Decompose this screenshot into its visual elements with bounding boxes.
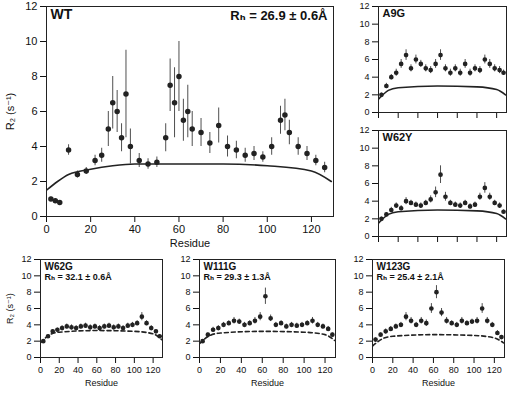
svg-text:Rₕ = 32.1 ± 0.6Å: Rₕ = 32.1 ± 0.6Å xyxy=(45,272,113,282)
svg-text:100: 100 xyxy=(297,365,312,375)
svg-text:20: 20 xyxy=(388,365,398,375)
svg-text:40: 40 xyxy=(408,365,418,375)
svg-text:40: 40 xyxy=(73,365,83,375)
svg-text:120: 120 xyxy=(318,365,333,375)
svg-text:Residue: Residue xyxy=(170,237,210,249)
svg-text:A9G: A9G xyxy=(383,7,406,19)
svg-text:80: 80 xyxy=(278,365,288,375)
svg-text:12: 12 xyxy=(359,1,369,11)
svg-text:4: 4 xyxy=(364,72,369,82)
svg-text:8: 8 xyxy=(364,37,369,47)
svg-text:6: 6 xyxy=(185,303,190,313)
svg-text:120: 120 xyxy=(487,365,502,375)
svg-text:0: 0 xyxy=(43,223,49,235)
svg-text:100: 100 xyxy=(467,365,482,375)
svg-text:4: 4 xyxy=(31,140,37,152)
svg-text:8: 8 xyxy=(26,287,31,297)
svg-text:12: 12 xyxy=(353,255,363,264)
svg-text:0: 0 xyxy=(358,352,363,362)
svg-text:12: 12 xyxy=(359,125,369,135)
svg-text:10: 10 xyxy=(25,35,37,47)
svg-text:0: 0 xyxy=(26,352,31,362)
svg-text:12: 12 xyxy=(180,255,190,264)
svg-text:W62Y: W62Y xyxy=(383,131,414,143)
svg-text:6: 6 xyxy=(364,54,369,64)
svg-text:60: 60 xyxy=(257,365,267,375)
svg-text:40: 40 xyxy=(236,365,246,375)
svg-text:4: 4 xyxy=(364,196,369,206)
svg-text:100: 100 xyxy=(127,365,142,375)
svg-text:10: 10 xyxy=(359,143,369,153)
svg-text:60: 60 xyxy=(173,223,185,235)
svg-text:2: 2 xyxy=(26,336,31,346)
svg-text:10: 10 xyxy=(353,271,363,281)
svg-text:Residue: Residue xyxy=(85,378,118,388)
svg-text:100: 100 xyxy=(258,223,276,235)
svg-text:R₂ (s⁻¹): R₂ (s⁻¹) xyxy=(4,93,16,131)
svg-text:2: 2 xyxy=(185,336,190,346)
svg-text:12: 12 xyxy=(21,255,31,264)
svg-text:8: 8 xyxy=(185,287,190,297)
svg-text:10: 10 xyxy=(180,271,190,281)
svg-text:Residue: Residue xyxy=(251,378,284,388)
svg-text:2: 2 xyxy=(358,336,363,346)
svg-text:80: 80 xyxy=(217,223,229,235)
svg-text:60: 60 xyxy=(428,365,438,375)
svg-text:4: 4 xyxy=(26,320,31,330)
svg-text:10: 10 xyxy=(359,19,369,29)
svg-text:6: 6 xyxy=(358,303,363,313)
svg-text:8: 8 xyxy=(358,287,363,297)
svg-text:20: 20 xyxy=(215,365,225,375)
svg-text:6: 6 xyxy=(31,105,37,117)
svg-text:6: 6 xyxy=(364,178,369,188)
svg-text:0: 0 xyxy=(38,365,43,375)
svg-text:2: 2 xyxy=(31,175,37,187)
svg-text:Rₕ = 25.4 ± 2.1Å: Rₕ = 25.4 ± 2.1Å xyxy=(377,272,445,282)
svg-text:80: 80 xyxy=(111,365,121,375)
svg-text:W62G: W62G xyxy=(45,261,74,272)
svg-text:0: 0 xyxy=(31,210,37,222)
svg-text:W123G: W123G xyxy=(377,261,411,272)
svg-text:0: 0 xyxy=(370,365,375,375)
svg-text:80: 80 xyxy=(449,365,459,375)
svg-text:60: 60 xyxy=(92,365,102,375)
svg-text:4: 4 xyxy=(358,320,363,330)
svg-text:40: 40 xyxy=(129,223,141,235)
svg-text:0: 0 xyxy=(364,107,369,117)
svg-text:20: 20 xyxy=(85,223,97,235)
svg-text:Rₕ = 26.9 ± 0.6Å: Rₕ = 26.9 ± 0.6Å xyxy=(230,8,328,23)
svg-text:120: 120 xyxy=(302,223,320,235)
svg-text:W111G: W111G xyxy=(204,261,237,272)
svg-text:0: 0 xyxy=(364,231,369,241)
svg-text:120: 120 xyxy=(146,365,161,375)
svg-text:10: 10 xyxy=(21,271,31,281)
svg-text:20: 20 xyxy=(54,365,64,375)
svg-text:Rₕ = 29.3 ± 1.3Å: Rₕ = 29.3 ± 1.3Å xyxy=(204,272,272,282)
svg-text:12: 12 xyxy=(25,0,37,12)
svg-text:0: 0 xyxy=(185,352,190,362)
svg-text:R₂ (s⁻¹): R₂ (s⁻¹) xyxy=(5,293,15,324)
svg-text:2: 2 xyxy=(364,214,369,224)
svg-text:0: 0 xyxy=(197,365,202,375)
svg-text:4: 4 xyxy=(185,320,190,330)
svg-text:8: 8 xyxy=(31,70,37,82)
svg-text:8: 8 xyxy=(364,161,369,171)
svg-text:Residue: Residue xyxy=(422,378,455,388)
svg-text:6: 6 xyxy=(26,303,31,313)
svg-text:2: 2 xyxy=(364,90,369,100)
svg-text:WT: WT xyxy=(51,6,73,22)
